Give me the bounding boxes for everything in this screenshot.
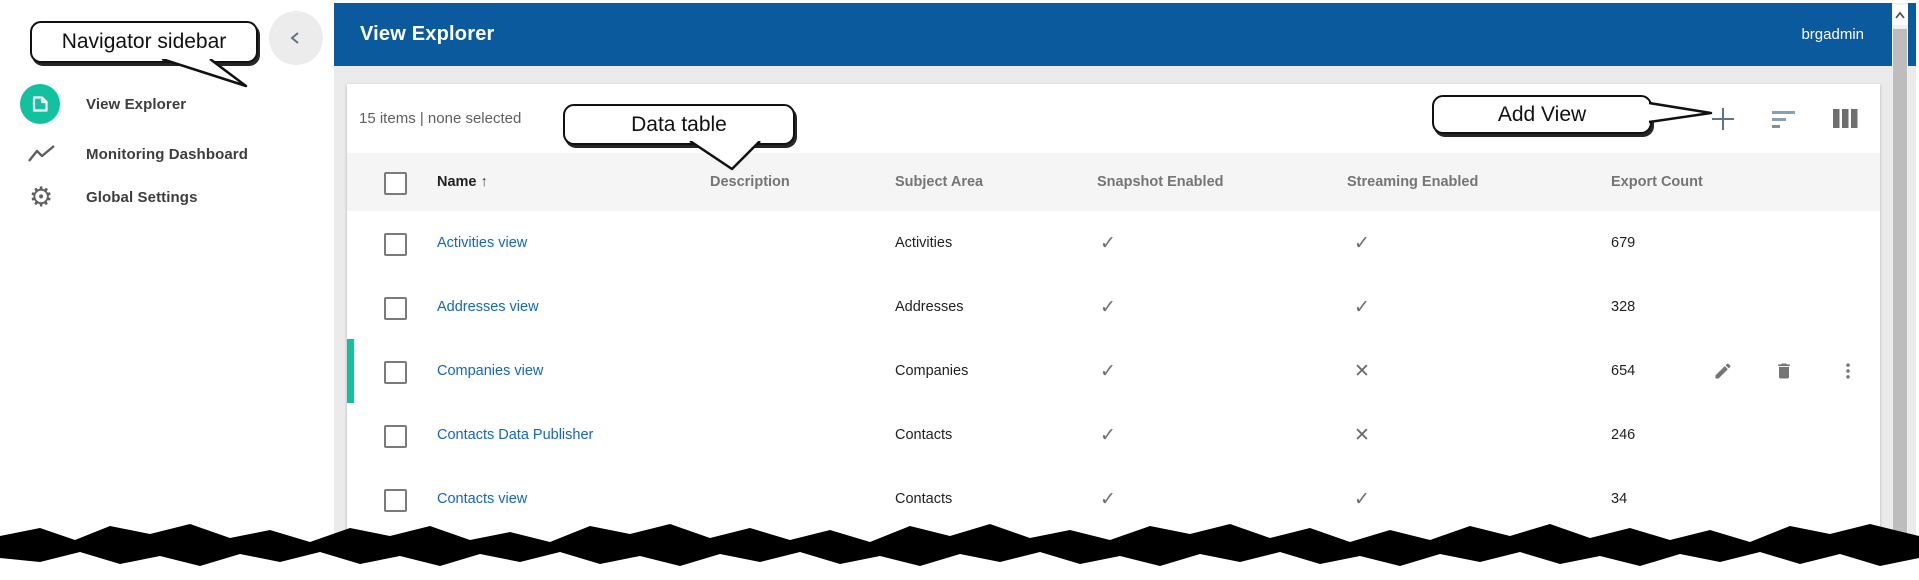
selection-summary: 15 items | none selected <box>359 110 522 127</box>
callout-navigator-sidebar: Navigator sidebar <box>30 21 258 63</box>
delete-button[interactable] <box>1771 339 1797 403</box>
row-checkbox[interactable] <box>384 425 407 448</box>
row-checkbox[interactable] <box>384 361 407 384</box>
streaming-enabled-check: ✓ <box>1354 488 1370 510</box>
table-row[interactable]: Activities view Activities ✓ ✓ 679 <box>347 211 1880 276</box>
global-settings-icon: ⚙ <box>29 181 54 212</box>
edit-button[interactable] <box>1710 339 1736 403</box>
table-row[interactable]: Contacts Data Publisher Contacts ✓ ✕ 246 <box>347 403 1880 468</box>
export-count-value: 246 <box>1611 427 1636 443</box>
streaming-enabled-check: ✓ <box>1354 296 1370 318</box>
snapshot-enabled-check: ✓ <box>1100 424 1116 446</box>
navigator-sidebar: View Explorer Monitoring Dashboard ⚙ Glo… <box>3 3 334 545</box>
table-header-row: Name ↑ Description Subject Area Snapshot… <box>347 153 1880 212</box>
scroll-up-button[interactable] <box>1892 5 1908 25</box>
table-row[interactable]: Addresses view Addresses ✓ ✓ 328 <box>347 275 1880 340</box>
sidebar-item-monitoring-dashboard[interactable]: Monitoring Dashboard <box>3 132 334 176</box>
page-title: View Explorer <box>360 23 495 45</box>
more-actions-button[interactable] <box>1835 339 1861 403</box>
column-header-name[interactable]: Name ↑ <box>437 174 488 190</box>
callout-navigator-sidebar-tail <box>161 59 248 88</box>
snapshot-enabled-check: ✓ <box>1100 360 1116 382</box>
row-checkbox[interactable] <box>384 297 407 320</box>
table-row-highlighted[interactable]: Companies view Companies ✓ ✕ 654 <box>347 339 1880 404</box>
sort-filter-button[interactable] <box>1771 84 1797 153</box>
export-count-value: 34 <box>1611 491 1628 507</box>
vertical-scrollbar[interactable] <box>1892 3 1908 545</box>
column-header-description[interactable]: Description <box>710 174 790 190</box>
data-table-card: 15 items | none selected <box>347 84 1880 545</box>
column-header-snapshot-enabled[interactable]: Snapshot Enabled <box>1097 174 1224 190</box>
sidebar-item-label: View Explorer <box>86 95 187 113</box>
export-count-value: 328 <box>1611 299 1636 315</box>
pencil-icon <box>1715 363 1731 379</box>
column-settings-button[interactable] <box>1832 84 1858 153</box>
snapshot-enabled-check: ✓ <box>1100 232 1116 254</box>
view-name-link[interactable]: Contacts Data Publisher <box>437 427 594 443</box>
select-all-checkbox[interactable] <box>384 172 407 195</box>
column-header-subject-area[interactable]: Subject Area <box>895 174 984 190</box>
streaming-enabled-cross: ✕ <box>1354 360 1370 382</box>
subject-area-value: Contacts <box>895 427 953 443</box>
subject-area-value: Companies <box>895 363 969 379</box>
add-view-button[interactable] <box>1710 84 1736 153</box>
plus-icon <box>1712 107 1734 130</box>
column-header-streaming-enabled[interactable]: Streaming Enabled <box>1347 174 1479 190</box>
callout-add-view: Add View <box>1432 95 1652 134</box>
snapshot-enabled-check: ✓ <box>1100 488 1116 510</box>
callout-data-table: Data table <box>563 104 795 145</box>
subject-area-value: Activities <box>895 235 953 251</box>
export-count-value: 679 <box>1611 235 1636 251</box>
chevron-left-icon <box>290 32 299 44</box>
view-name-link[interactable]: Companies view <box>437 363 544 379</box>
sidebar-item-view-explorer[interactable]: View Explorer <box>3 82 334 126</box>
sidebar-item-label: Monitoring Dashboard <box>86 145 248 163</box>
sidebar-item-global-settings[interactable]: ⚙ Global Settings <box>3 175 334 219</box>
vertical-bars-icon <box>1832 109 1857 128</box>
streaming-enabled-cross: ✕ <box>1354 424 1370 446</box>
export-count-value: 654 <box>1611 363 1636 379</box>
torn-edge-decoration <box>0 524 1919 566</box>
sidebar-item-label: Global Settings <box>86 188 198 206</box>
view-explorer-icon <box>20 84 60 124</box>
scrollbar-thumb[interactable] <box>1893 29 1907 545</box>
column-header-export-count[interactable]: Export Count <box>1611 174 1703 190</box>
callout-text: Data table <box>631 112 727 136</box>
streaming-enabled-check: ✓ <box>1354 232 1370 254</box>
callout-data-table-tail <box>689 141 761 171</box>
row-checkbox[interactable] <box>384 233 407 256</box>
callout-add-view-tail <box>1648 101 1713 124</box>
kebab-menu-icon <box>1846 363 1850 379</box>
row-highlight-bar <box>347 339 354 403</box>
subject-area-value: Addresses <box>895 299 964 315</box>
row-checkbox[interactable] <box>384 489 407 512</box>
callout-text: Add View <box>1497 102 1587 126</box>
sort-ascending-icon: ↑ <box>480 174 488 190</box>
callout-text: Navigator sidebar <box>61 30 227 53</box>
view-name-link[interactable]: Activities view <box>437 235 528 251</box>
scroll-up-icon <box>1895 11 1905 19</box>
app-header: View Explorer brgadmin <box>334 3 1916 66</box>
sort-lines-icon <box>1772 110 1795 128</box>
view-name-link[interactable]: Contacts view <box>437 491 528 507</box>
logged-in-user[interactable]: brgadmin <box>1801 26 1864 43</box>
snapshot-enabled-check: ✓ <box>1100 296 1116 318</box>
trash-icon <box>1778 363 1790 379</box>
view-name-link[interactable]: Addresses view <box>437 299 539 315</box>
monitoring-dashboard-icon <box>28 145 55 162</box>
subject-area-value: Contacts <box>895 491 953 507</box>
sidebar-collapse-button[interactable] <box>269 11 323 65</box>
